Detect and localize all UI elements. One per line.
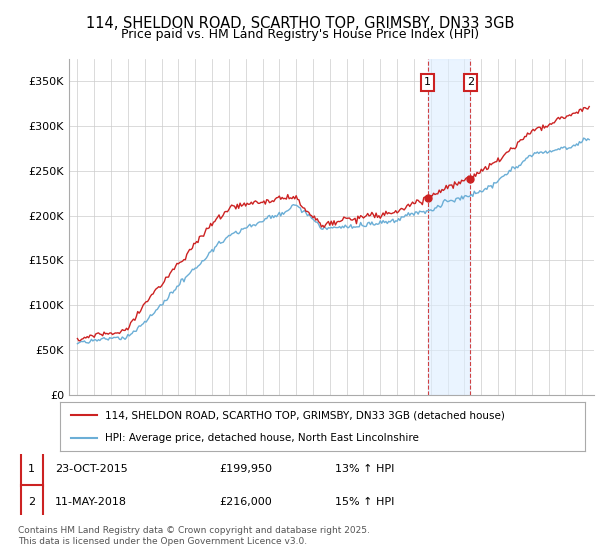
Text: 1: 1 xyxy=(424,77,431,87)
Text: 11-MAY-2018: 11-MAY-2018 xyxy=(55,497,127,507)
Text: 13% ↑ HPI: 13% ↑ HPI xyxy=(335,464,394,474)
Text: Price paid vs. HM Land Registry's House Price Index (HPI): Price paid vs. HM Land Registry's House … xyxy=(121,28,479,41)
Text: 114, SHELDON ROAD, SCARTHO TOP, GRIMSBY, DN33 3GB (detached house): 114, SHELDON ROAD, SCARTHO TOP, GRIMSBY,… xyxy=(104,410,505,421)
Text: 114, SHELDON ROAD, SCARTHO TOP, GRIMSBY, DN33 3GB: 114, SHELDON ROAD, SCARTHO TOP, GRIMSBY,… xyxy=(86,16,514,31)
Text: Contains HM Land Registry data © Crown copyright and database right 2025.
This d: Contains HM Land Registry data © Crown c… xyxy=(18,526,370,546)
Text: HPI: Average price, detached house, North East Lincolnshire: HPI: Average price, detached house, Nort… xyxy=(104,433,419,444)
Text: 2: 2 xyxy=(467,77,474,87)
Bar xyxy=(20,485,43,519)
Text: 23-OCT-2015: 23-OCT-2015 xyxy=(55,464,128,474)
Text: 1: 1 xyxy=(28,464,35,474)
Bar xyxy=(20,452,43,486)
Text: 15% ↑ HPI: 15% ↑ HPI xyxy=(335,497,394,507)
Text: £199,950: £199,950 xyxy=(220,464,272,474)
Text: £216,000: £216,000 xyxy=(220,497,272,507)
Bar xyxy=(428,59,470,395)
Text: 2: 2 xyxy=(28,497,35,507)
